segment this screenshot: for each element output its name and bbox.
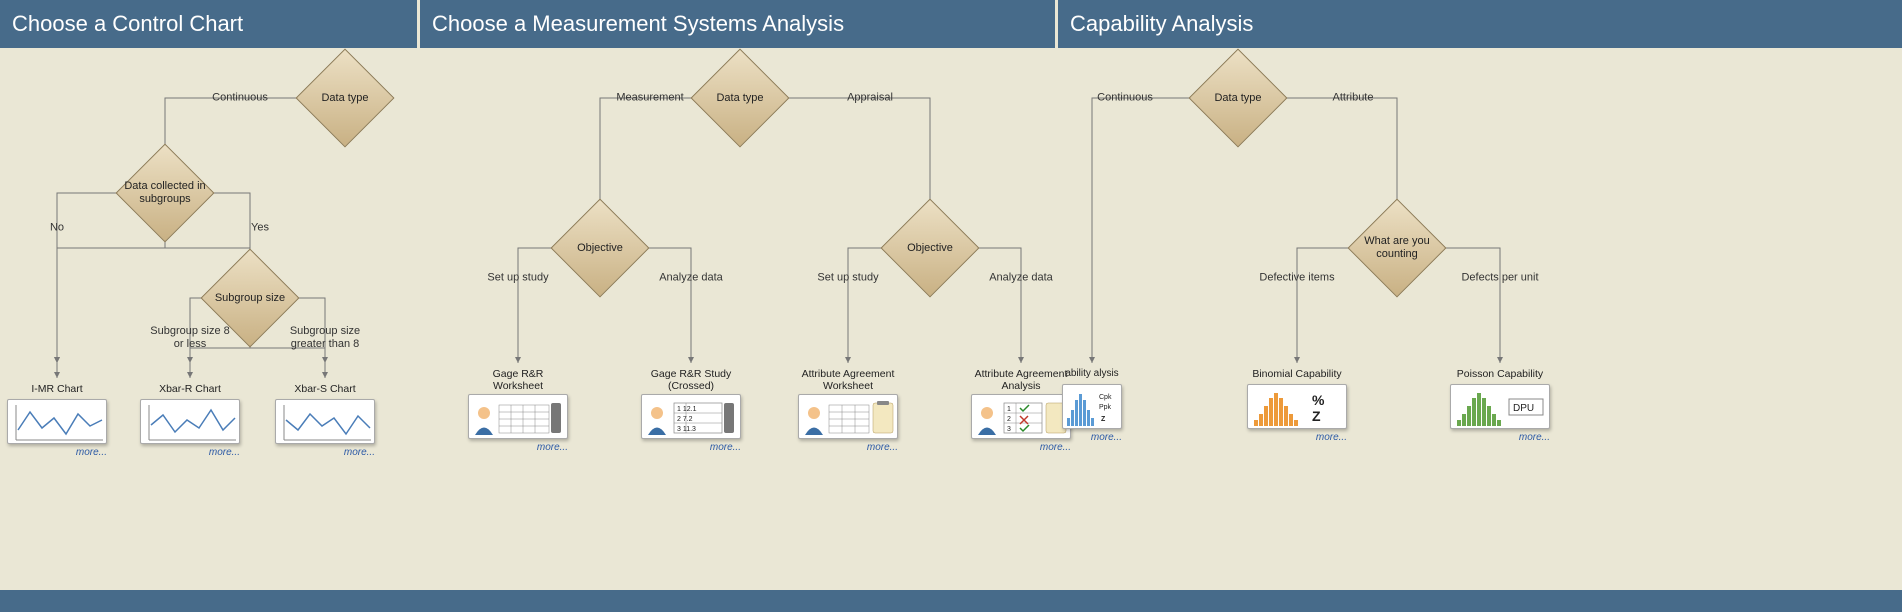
more-link[interactable]: more... <box>1450 432 1550 443</box>
worksheet-icon <box>468 394 568 439</box>
decision-subgroups: Data collected in subgroups <box>130 158 200 228</box>
result-poisson-capability[interactable]: Poisson Capability DPU more... <box>1450 368 1550 443</box>
more-link[interactable]: more... <box>468 442 568 453</box>
diamond-label: Data type <box>295 63 395 133</box>
svg-text:Z: Z <box>1101 416 1106 423</box>
decision-objective-left: Objective <box>565 213 635 283</box>
gagedata-icon: 1 12.1 2 7.2 3 11.3 <box>641 394 741 439</box>
edge-label: Analyze data <box>989 271 1053 284</box>
decision-objective-right: Objective <box>895 213 965 283</box>
more-link[interactable]: more... <box>641 442 741 453</box>
card-title: Attribute Agreement Worksheet <box>798 368 898 392</box>
footer-band <box>0 590 1902 612</box>
decision-data-type: Data type <box>310 63 380 133</box>
svg-text:1 12.1: 1 12.1 <box>677 406 697 413</box>
diamond-label: Subgroup size <box>200 263 300 333</box>
poissoncap-icon: DPU <box>1450 384 1550 429</box>
more-link[interactable]: more... <box>140 447 240 458</box>
more-link[interactable]: more... <box>798 442 898 453</box>
more-link[interactable]: more... <box>971 442 1071 453</box>
linechart-icon <box>275 399 375 444</box>
edge-label: Set up study <box>487 271 548 284</box>
card-title: Xbar-S Chart <box>275 383 375 397</box>
result-gage-worksheet[interactable]: Gage R&R Worksheet more... <box>468 368 568 453</box>
edge-label: Continuous <box>212 91 268 104</box>
panel-title: Choose a Measurement Systems Analysis <box>432 11 844 37</box>
diamond-label: What are you counting <box>1347 213 1447 283</box>
edge-label: Continuous <box>1097 91 1153 104</box>
result-binomial-capability[interactable]: Binomial Capability % Z more... <box>1247 368 1347 443</box>
result-normal-capability[interactable]: ability alysis Cpk Ppk Z more... <box>1062 368 1122 443</box>
edge-label: Attribute <box>1333 91 1374 104</box>
svg-text:%: % <box>1312 392 1325 408</box>
edge-label: Defective items <box>1259 271 1334 284</box>
more-link[interactable]: more... <box>1247 432 1347 443</box>
decision-subgroup-size: Subgroup size <box>215 263 285 333</box>
edge-label: Appraisal <box>847 91 893 104</box>
diamond-label: Data type <box>1188 63 1288 133</box>
card-title: Attribute Agreement Analysis <box>971 368 1071 392</box>
svg-text:2: 2 <box>1007 416 1011 423</box>
attcheck-icon: 1 2 3 <box>971 394 1071 439</box>
edge-label: Subgroup size greater than 8 <box>275 325 375 351</box>
edge-label: No <box>50 221 64 234</box>
edge-label: Subgroup size 8 or less <box>145 325 235 351</box>
edge-label: Set up study <box>817 271 878 284</box>
decision-cap-datatype: Data type <box>1203 63 1273 133</box>
panel-title: Choose a Control Chart <box>12 11 243 37</box>
panel-header-control-chart: Choose a Control Chart <box>0 0 417 48</box>
edge-label: Measurement <box>616 91 683 104</box>
card-title: Gage R&R Worksheet <box>468 368 568 392</box>
card-title: Poisson Capability <box>1450 368 1550 382</box>
normalcap-icon: Cpk Ppk Z <box>1062 384 1122 429</box>
binomcap-icon: % Z <box>1247 384 1347 429</box>
linechart-icon <box>140 399 240 444</box>
svg-text:Cpk: Cpk <box>1099 394 1112 401</box>
diamond-label: Data type <box>690 63 790 133</box>
worksheet-icon <box>798 394 898 439</box>
result-xbars-chart[interactable]: Xbar-S Chart more... <box>275 383 375 458</box>
result-attribute-worksheet[interactable]: Attribute Agreement Worksheet more... <box>798 368 898 453</box>
card-title: ability alysis <box>1062 368 1122 382</box>
panel-header-capability: Capability Analysis <box>1058 0 1902 48</box>
diamond-label: Objective <box>880 213 980 283</box>
svg-text:3 11.3: 3 11.3 <box>677 426 696 433</box>
result-gage-study[interactable]: Gage R&R Study (Crossed) 1 12.1 2 7.2 3 … <box>641 368 741 453</box>
svg-text:Z: Z <box>1312 408 1321 424</box>
result-attribute-analysis[interactable]: Attribute Agreement Analysis 1 2 3 more.… <box>971 368 1071 453</box>
diamond-label: Data collected in subgroups <box>115 158 215 228</box>
edge-label: Yes <box>251 221 269 234</box>
diamond-label: Objective <box>550 213 650 283</box>
svg-text:3: 3 <box>1007 426 1011 433</box>
linechart-icon <box>7 399 107 444</box>
panel-header-msa: Choose a Measurement Systems Analysis <box>420 0 1055 48</box>
result-xbarr-chart[interactable]: Xbar-R Chart more... <box>140 383 240 458</box>
more-link[interactable]: more... <box>275 447 375 458</box>
diagram-canvas: Data type Data collected in subgroups Su… <box>0 48 1902 590</box>
decision-msa-datatype: Data type <box>705 63 775 133</box>
edge-label: Defects per unit <box>1461 271 1538 284</box>
svg-text:DPU: DPU <box>1513 403 1534 414</box>
more-link[interactable]: more... <box>1062 432 1122 443</box>
more-link[interactable]: more... <box>7 447 107 458</box>
result-imr-chart[interactable]: I-MR Chart more... <box>7 383 107 458</box>
svg-text:2 7.2: 2 7.2 <box>677 416 693 423</box>
svg-text:Ppk: Ppk <box>1099 404 1112 411</box>
card-title: Xbar-R Chart <box>140 383 240 397</box>
decision-counting: What are you counting <box>1362 213 1432 283</box>
card-title: Binomial Capability <box>1247 368 1347 382</box>
card-title: I-MR Chart <box>7 383 107 397</box>
card-title: Gage R&R Study (Crossed) <box>641 368 741 392</box>
edge-label: Analyze data <box>659 271 723 284</box>
panel-title: Capability Analysis <box>1070 11 1253 37</box>
svg-text:1: 1 <box>1007 406 1011 413</box>
